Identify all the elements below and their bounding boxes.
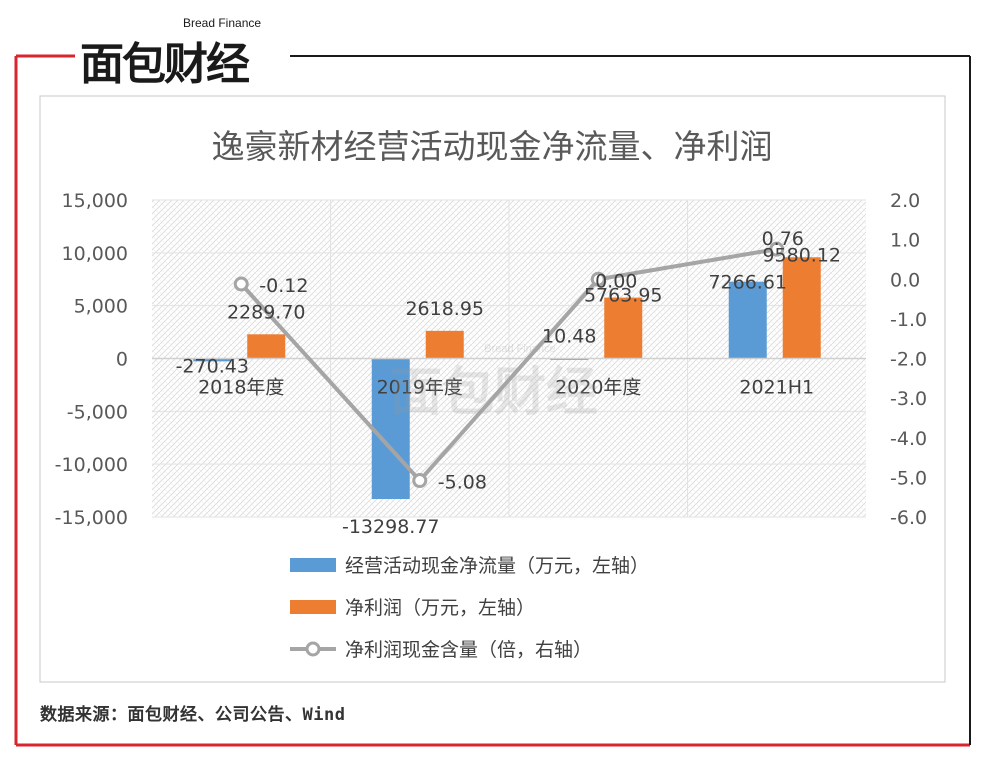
data-label: 5763.95 [584,285,663,307]
category-label: 2018年度 [198,377,284,399]
data-label: 2289.70 [227,301,306,323]
right-tick-label: -4.0 [890,428,927,450]
left-tick-label: -10,000 [55,454,128,476]
right-tick-label: -6.0 [890,507,927,529]
data-label: 0.76 [762,228,804,250]
data-label: -13298.77 [342,516,440,538]
left-tick-label: -15,000 [55,507,128,529]
legend-label: 经营活动现金净流量（万元，左轴） [345,555,649,577]
right-tick-label: -2.0 [890,349,927,371]
right-axis-ticks: -6.0 -5.0 -4.0 -3.0 -2.0 -1.0 0.0 1.0 2.0 [890,190,927,529]
watermark: Bread Finance 面包财经 [390,343,598,423]
line-point [590,271,606,287]
right-tick-label: -3.0 [890,388,927,410]
net-profit-bar [247,334,286,359]
category-label: 2021H1 [739,377,814,399]
brand-en: Bread Finance [183,16,262,30]
data-label: 9580.12 [762,244,841,266]
right-tick-label: 2.0 [890,190,920,212]
legend: 经营活动现金净流量（万元，左轴） 净利润（万元，左轴） 净利润现金含量（倍，右轴） [290,555,649,661]
right-tick-label: 0.0 [890,269,920,291]
data-label: 2618.95 [405,298,484,320]
right-tick-label: -1.0 [890,309,927,331]
data-label: -0.12 [259,275,308,297]
data-label: 7266.61 [708,272,787,294]
legend-swatch [290,600,336,614]
data-label: 0.00 [595,270,637,292]
line-point [233,276,249,292]
legend-swatch-marker [305,641,321,657]
cashflow-bar [193,358,232,362]
source-note: 数据来源：面包财经、公司公告、Wind [40,705,346,725]
legend-swatch [290,558,336,572]
net-profit-bar [782,257,821,359]
net-profit-bar [604,297,643,359]
data-label: -270.43 [176,356,249,378]
cashflow-bar [371,358,410,500]
watermark-cn: 面包财经 [390,363,598,423]
data-label: 10.48 [542,326,596,348]
left-tick-label: 0 [116,349,128,371]
left-tick-label: 15,000 [62,190,128,212]
brand-logo: 面包财经 [80,28,250,92]
category-labels: 2018年度 2019年度 2020年度 2021H1 [198,377,814,399]
left-tick-label: 10,000 [62,243,128,265]
outer-frame [14,54,971,747]
data-labels: -270.43 -13298.77 10.48 7266.61 2289.70 2618.… [176,228,841,538]
net-profit-bar [425,330,464,359]
left-axis-ticks: -15,000 -10,000 -5,000 0 5,000 10,000 15,000 [55,190,128,529]
bars [193,257,821,500]
right-tick-label: 1.0 [890,230,920,252]
legend-label: 净利润现金含量（倍，右轴） [345,639,592,661]
category-label: 2019年度 [377,377,463,399]
legend-label: 净利润（万元，左轴） [345,597,535,619]
data-label: -5.08 [438,472,487,494]
line-point [769,241,785,257]
left-tick-label: 5,000 [74,296,128,318]
line-series [233,241,785,489]
cash-content-line [239,247,778,484]
brand-cn: 面包财经 [80,39,250,90]
cashflow-bar [728,281,767,359]
left-tick-label: -5,000 [67,401,128,423]
line-point [412,473,428,489]
right-tick-label: -5.0 [890,467,927,489]
chart-title: 逸豪新材经营活动现金净流量、净利润 [212,127,773,166]
category-label: 2020年度 [555,377,641,399]
